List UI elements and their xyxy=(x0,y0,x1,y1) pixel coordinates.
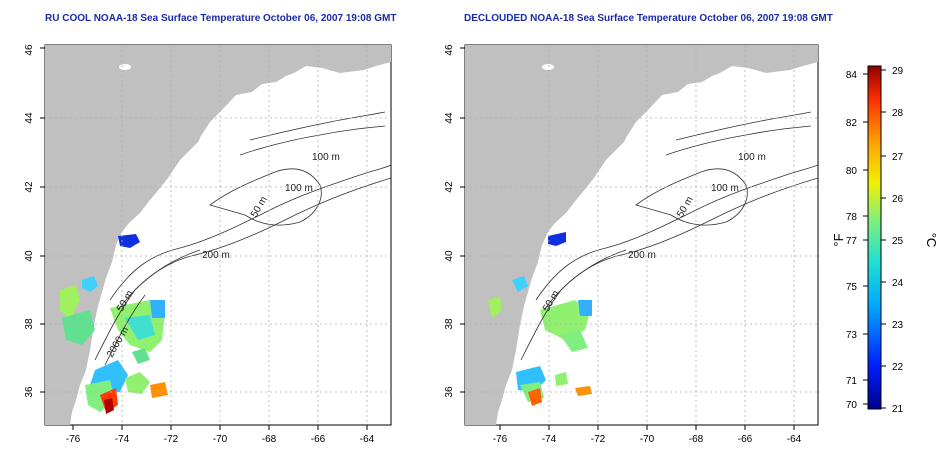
fahrenheit-tick: 82 xyxy=(846,118,858,129)
celsius-tick: 28 xyxy=(892,108,904,119)
right-map-title: DECLOUDED NOAA-18 Sea Surface Temperatur… xyxy=(464,13,833,24)
x-tick-label: -76 xyxy=(66,434,81,445)
land-mass xyxy=(465,45,818,425)
sst-patches xyxy=(488,232,592,406)
contour-label: 200 m xyxy=(202,250,230,261)
left-map-panel: 100 m 100 m 50 m 200 m 50 m 2000 m -76 -… xyxy=(24,44,392,445)
fahrenheit-tick: 84 xyxy=(846,70,858,81)
x-tick-label: -76 xyxy=(493,434,508,445)
y-tick-label: 40 xyxy=(24,250,35,262)
celsius-tick: 24 xyxy=(892,278,904,289)
contour-label: 100 m xyxy=(312,152,340,163)
left-grid xyxy=(45,45,391,425)
left-map-title: RU COOL NOAA-18 Sea Surface Temperature … xyxy=(45,13,397,24)
x-tick-label: -74 xyxy=(542,434,557,445)
celsius-tick: 23 xyxy=(892,320,904,331)
x-tick-label: -74 xyxy=(115,434,130,445)
fahrenheit-tick-labels: 84 82 80 78 77 75 73 71 70 xyxy=(846,70,858,411)
land-mass xyxy=(45,45,391,425)
fahrenheit-tick: 80 xyxy=(846,166,858,177)
contour-label: 100 m xyxy=(285,183,313,194)
fahrenheit-tick: 71 xyxy=(846,376,858,387)
celsius-tick-labels: 29 28 27 26 25 24 23 22 21 xyxy=(892,66,904,415)
bathymetry-contours xyxy=(94,111,391,366)
x-tick-label: -66 xyxy=(738,434,753,445)
y-tick-label: 42 xyxy=(24,181,35,193)
y-tick-label: 44 xyxy=(24,112,35,124)
celsius-tick: 25 xyxy=(892,236,904,247)
y-tick-label: 46 xyxy=(24,44,35,56)
x-tick-label: -72 xyxy=(591,434,606,445)
temperature-colorbar: 84 82 80 78 77 75 73 71 70 29 28 27 26 2… xyxy=(831,65,939,415)
celsius-tick: 27 xyxy=(892,152,904,163)
left-ticks xyxy=(40,47,368,430)
celsius-tick: 26 xyxy=(892,194,904,205)
right-y-tick-labels: 36 38 40 42 44 46 xyxy=(444,44,455,398)
contour-label: 100 m xyxy=(738,152,766,163)
fahrenheit-tick: 75 xyxy=(846,282,858,293)
y-tick-label: 38 xyxy=(24,318,35,330)
y-tick-label: 40 xyxy=(444,250,455,262)
y-tick-label: 36 xyxy=(444,386,455,398)
x-tick-label: -64 xyxy=(360,434,375,445)
fahrenheit-axis-label: °F xyxy=(831,233,846,246)
y-tick-label: 44 xyxy=(444,112,455,124)
right-grid xyxy=(465,45,818,425)
contour-label: 200 m xyxy=(628,250,656,261)
celsius-tick: 21 xyxy=(892,404,904,415)
x-tick-label: -70 xyxy=(640,434,655,445)
contour-label: 100 m xyxy=(711,183,739,194)
x-tick-label: -72 xyxy=(164,434,179,445)
x-tick-label: -68 xyxy=(262,434,277,445)
fahrenheit-tick: 70 xyxy=(846,400,858,411)
y-tick-label: 36 xyxy=(24,386,35,398)
right-ticks xyxy=(460,47,795,430)
left-x-tick-labels: -76 -74 -72 -70 -68 -66 -64 xyxy=(66,434,375,445)
x-tick-label: -68 xyxy=(689,434,704,445)
left-y-tick-labels: 36 38 40 42 44 46 xyxy=(24,44,35,398)
right-map-panel: 100 m 100 m 50 m 200 m 50 m -76 -74 -72 … xyxy=(444,44,819,445)
celsius-tick: 29 xyxy=(892,66,904,77)
celsius-axis-label: °C xyxy=(924,233,939,248)
x-tick-label: -70 xyxy=(213,434,228,445)
x-tick-label: -66 xyxy=(311,434,326,445)
x-tick-label: -64 xyxy=(787,434,802,445)
fahrenheit-tick: 73 xyxy=(846,330,858,341)
right-x-tick-labels: -76 -74 -72 -70 -68 -66 -64 xyxy=(493,434,802,445)
celsius-tick: 22 xyxy=(892,362,904,373)
y-tick-label: 38 xyxy=(444,318,455,330)
y-tick-label: 46 xyxy=(444,44,455,56)
fahrenheit-tick: 77 xyxy=(846,236,858,247)
y-tick-label: 42 xyxy=(444,181,455,193)
sst-patches xyxy=(60,234,168,414)
fahrenheit-tick: 78 xyxy=(846,212,858,223)
